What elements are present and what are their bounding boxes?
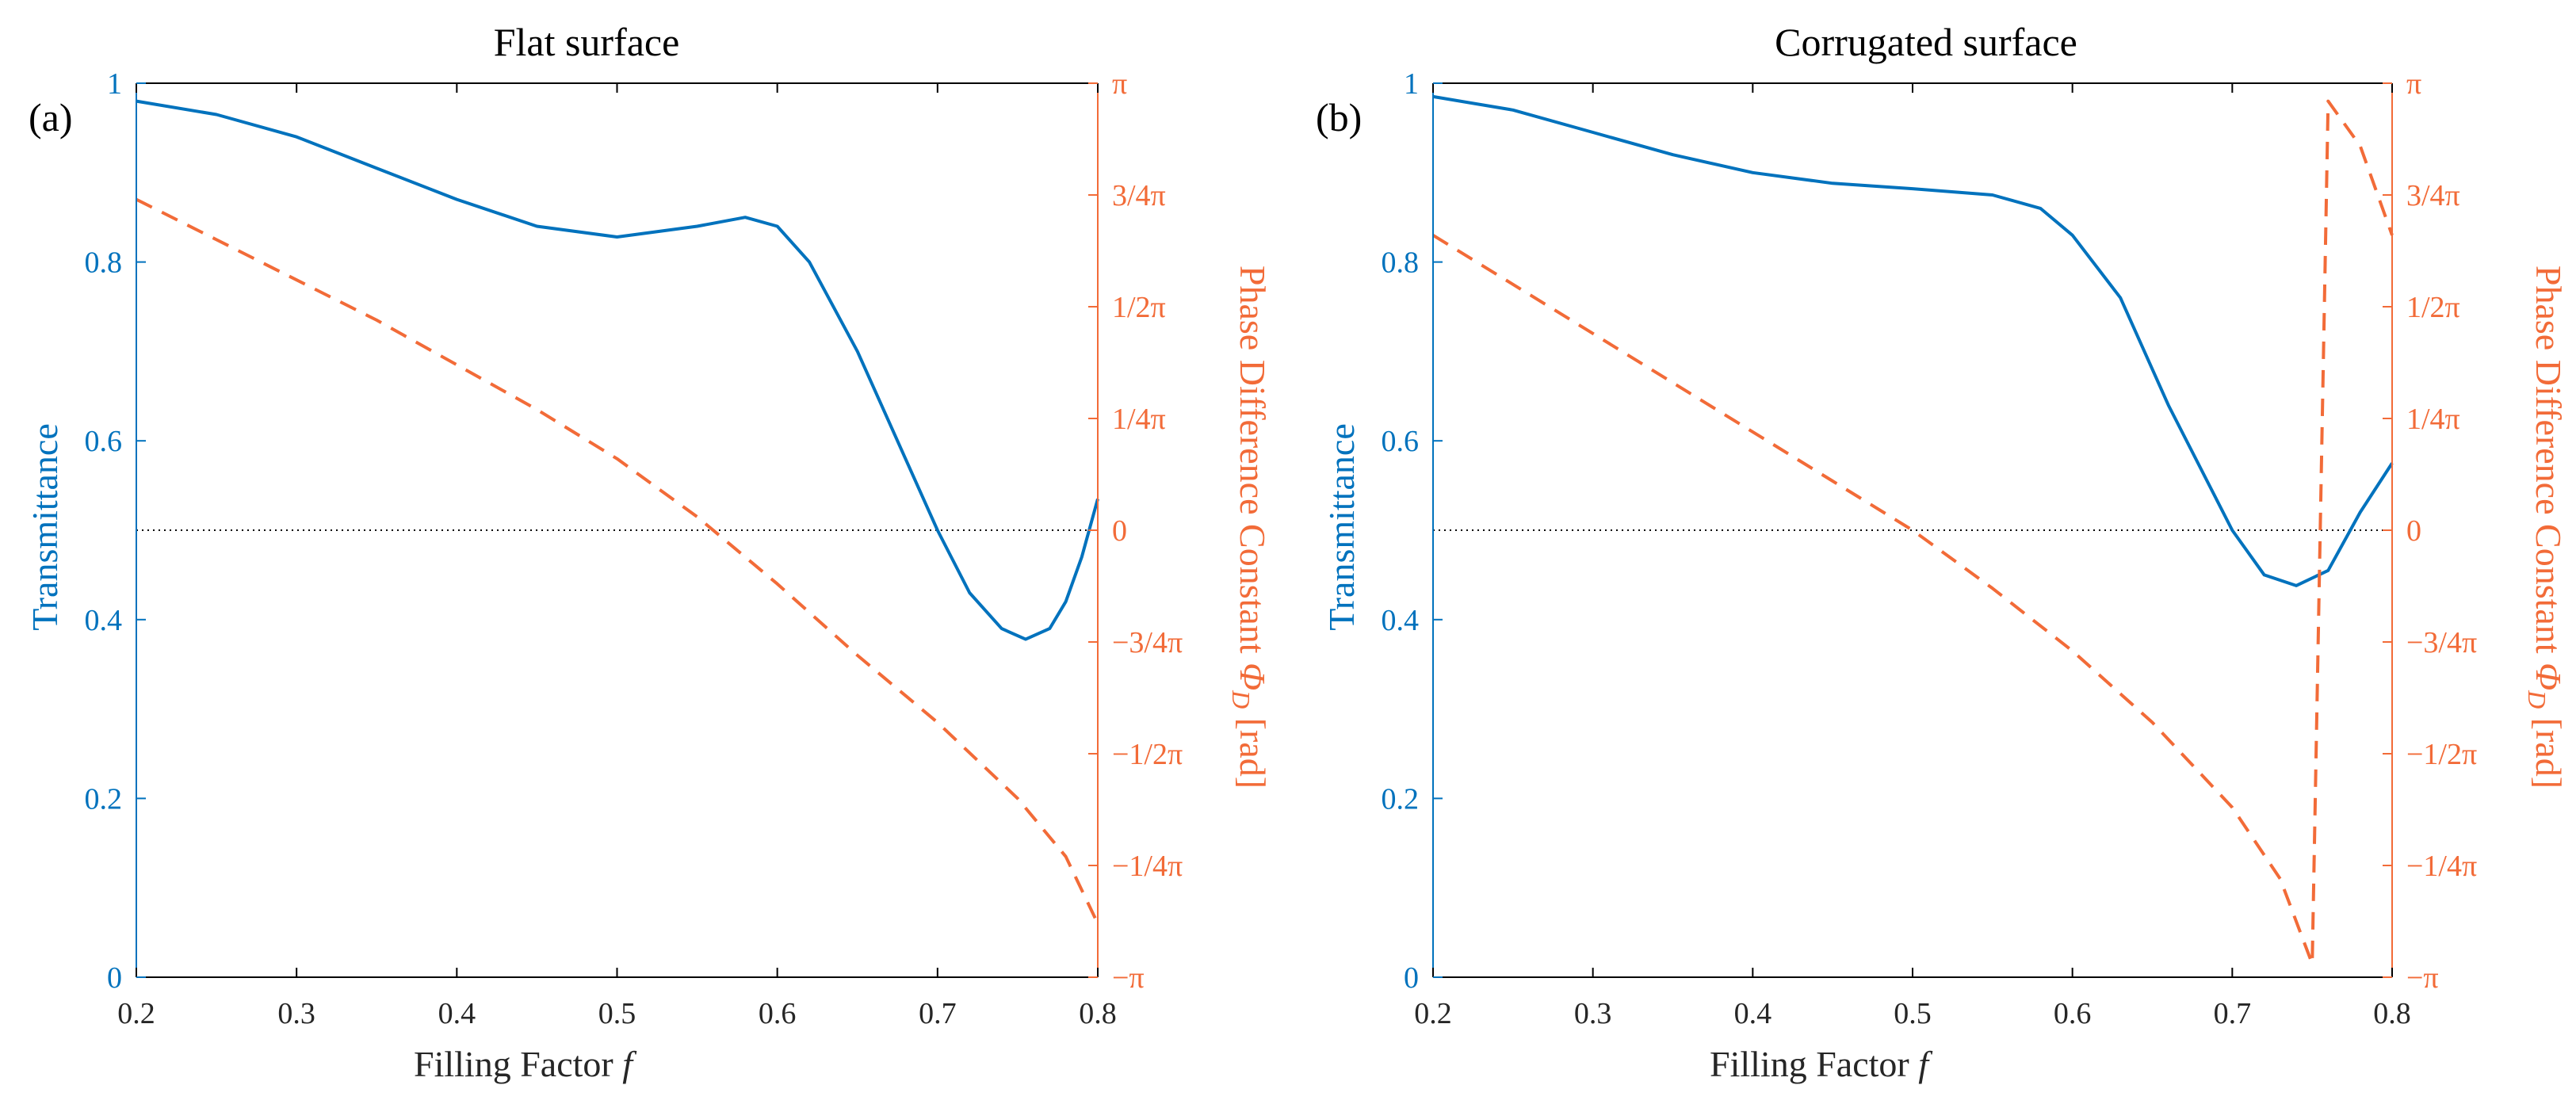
x-tick-label: 0.7 xyxy=(919,997,957,1030)
y-tick-label-right: 3/4π xyxy=(1112,179,1166,212)
y-tick-label-right: 1/2π xyxy=(1112,291,1166,324)
panel-b: Corrugated surface (b) Filling Factor f … xyxy=(1316,20,2569,1084)
y-tick-label-left: 1 xyxy=(1404,67,1419,101)
chart-title: Corrugated surface xyxy=(1775,20,2077,64)
panel-a: Flat surface (a) Filling Factor f Transm… xyxy=(25,20,1273,1084)
y-tick-label-left: 0 xyxy=(107,961,122,995)
x-tick-label: 0.6 xyxy=(2054,997,2092,1030)
x-tick-label: 0.8 xyxy=(1079,997,1117,1030)
y-tick-label-right: 3/4π xyxy=(2406,179,2460,212)
y-tick-label-right: π xyxy=(2406,67,2421,101)
y-tick-label-left: 0.6 xyxy=(1382,425,1420,458)
x-axis-label: Filling Factor f xyxy=(1710,1044,1933,1084)
x-tick-label: 0.7 xyxy=(2214,997,2252,1030)
y-tick-label-right: −1/4π xyxy=(1112,850,1183,883)
y-tick-label-right: 1/2π xyxy=(2406,291,2460,324)
y-axis-left-label: Transmittance xyxy=(1321,423,1362,631)
x-tick-label: 0.6 xyxy=(759,997,797,1030)
y-tick-label-left: 0.4 xyxy=(85,604,123,637)
x-axis-label: Filling Factor f xyxy=(414,1044,637,1084)
y-tick-label-right: 0 xyxy=(2406,514,2421,548)
panel-label: (a) xyxy=(29,95,73,139)
y-tick-label-right: −3/4π xyxy=(2406,626,2477,659)
x-tick-label: 0.3 xyxy=(277,997,315,1030)
y-tick-label-right: −π xyxy=(1112,961,1145,995)
y-tick-label-left: 0.8 xyxy=(85,246,123,280)
y-tick-label-right: −1/2π xyxy=(2406,738,2477,771)
y-tick-label-right: 1/4π xyxy=(2406,403,2460,436)
chart-title: Flat surface xyxy=(494,20,680,64)
x-tick-label: 0.2 xyxy=(117,997,155,1030)
x-tick-label: 0.5 xyxy=(598,997,636,1030)
y-tick-label-left: 0 xyxy=(1404,961,1419,995)
y-tick-label-left: 0.4 xyxy=(1382,604,1420,637)
y-tick-label-right: −1/4π xyxy=(2406,850,2477,883)
y-tick-label-right: −3/4π xyxy=(1112,626,1183,659)
y-tick-label-right: 0 xyxy=(1112,514,1127,548)
transmittance-series-line xyxy=(1432,94,2394,587)
y-tick-label-right: −π xyxy=(2406,961,2439,995)
y-tick-label-right: 1/4π xyxy=(1112,403,1166,436)
y-axis-right-label: Phase Difference Constant ΦD [rad] xyxy=(1225,266,1273,789)
y-tick-label-right: −1/2π xyxy=(1112,738,1183,771)
panel-label: (b) xyxy=(1316,95,1362,139)
x-tick-label: 0.2 xyxy=(1414,997,1452,1030)
y-tick-label-right: π xyxy=(1112,67,1127,101)
x-tick-label: 0.5 xyxy=(1894,997,1932,1030)
phase-series-line xyxy=(1431,99,2394,966)
x-tick-label: 0.4 xyxy=(438,997,476,1030)
y-axis-right-label: Phase Difference Constant ΦD [rad] xyxy=(2521,266,2569,789)
y-tick-label-left: 0.2 xyxy=(85,782,123,816)
y-tick-label-left: 0.8 xyxy=(1382,246,1420,280)
y-tick-label-left: 1 xyxy=(107,67,122,101)
x-tick-label: 0.4 xyxy=(1734,997,1772,1030)
transmittance-series-line xyxy=(136,99,1099,641)
x-tick-label: 0.8 xyxy=(2373,997,2411,1030)
y-tick-label-left: 0.6 xyxy=(85,425,123,458)
y-axis-left-label: Transmittance xyxy=(25,423,65,631)
y-tick-label-left: 0.2 xyxy=(1382,782,1420,816)
x-tick-label: 0.3 xyxy=(1574,997,1612,1030)
